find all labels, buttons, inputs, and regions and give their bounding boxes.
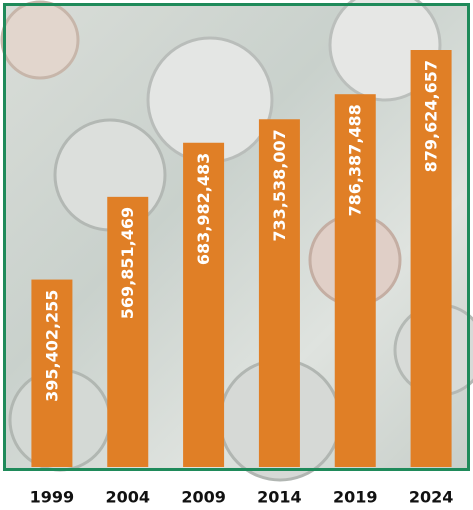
bar — [183, 142, 225, 468]
value-label: 569,851,469 — [118, 207, 137, 319]
bar — [107, 196, 149, 467]
x-tick-label: 2019 — [333, 488, 378, 507]
value-label: 786,387,488 — [346, 104, 365, 216]
value-label: 683,982,483 — [194, 153, 213, 265]
background — [0, 0, 473, 482]
value-label: 395,402,255 — [42, 290, 61, 402]
bar — [31, 279, 73, 467]
bar — [258, 119, 300, 467]
x-tick-label: 2024 — [409, 488, 454, 507]
frame — [3, 3, 470, 471]
bar — [334, 94, 376, 467]
x-tick-label: 2004 — [105, 488, 150, 507]
value-label: 879,624,657 — [422, 60, 441, 172]
x-tick-label: 2009 — [181, 488, 226, 507]
bar — [410, 50, 452, 467]
x-tick-label: 2014 — [257, 488, 302, 507]
x-tick-label: 1999 — [30, 488, 75, 507]
value-label: 733,538,007 — [270, 129, 289, 241]
